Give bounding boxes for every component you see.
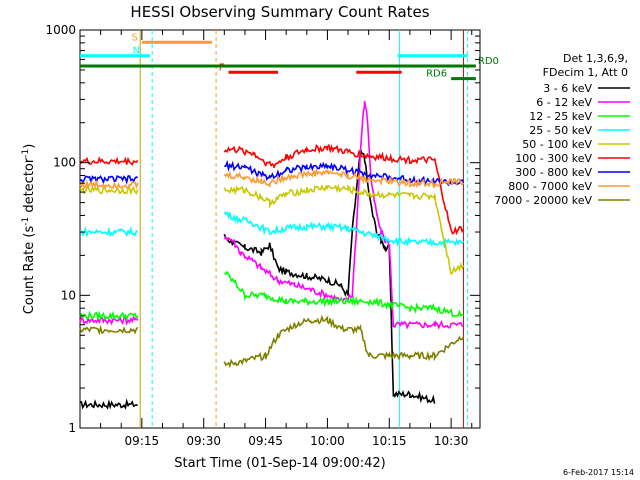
series-line-5	[79, 143, 465, 236]
legend-label-5: 100 - 300 keV	[515, 152, 592, 165]
legend-label-4: 50 - 100 keV	[522, 138, 592, 151]
y-axis: 1 10 100 1000	[45, 23, 480, 435]
legend-label-8: 7000 - 20000 keV	[494, 194, 592, 207]
x-axis-label: Start Time (01-Sep-14 09:00:42)	[174, 456, 385, 471]
x-tick-label-2: 09:45	[248, 434, 283, 448]
y-axis-label-mid: detector	[22, 157, 37, 217]
y-tick-label-2: 100	[53, 156, 76, 170]
state-bar-label-5: RD0	[478, 56, 499, 67]
x-axis: 09:15 09:30 09:45 10:00 10:15 10:30	[100, 30, 473, 448]
legend: Det 1,3,6,9, FDecim 1, Att 0 3 - 6 keV6 …	[494, 52, 630, 207]
state-bar-label-0: S	[131, 32, 137, 43]
legend-header-2: FDecim 1, Att 0	[543, 66, 628, 79]
legend-label-1: 6 - 12 keV	[536, 96, 592, 109]
legend-header-1: Det 1,3,6,9,	[563, 52, 628, 65]
series-line-7	[79, 167, 465, 190]
y-axis-label-end: )	[22, 144, 37, 149]
series-lines	[79, 100, 465, 410]
vertical-markers	[139, 30, 469, 428]
x-tick-label-5: 10:30	[434, 434, 469, 448]
y-axis-label-sup2: -1	[21, 149, 31, 158]
y-tick-label-0: 1	[68, 421, 76, 435]
y-tick-label-1: 10	[61, 288, 76, 302]
legend-label-0: 3 - 6 keV	[543, 82, 592, 95]
series-line-4	[79, 183, 465, 275]
y-tick-label-3: 1000	[45, 23, 76, 37]
series-line-2	[79, 270, 464, 322]
series-line-0	[79, 148, 436, 410]
y-axis-label-sup: -1	[21, 217, 31, 226]
state-bar-label-6: RD6	[426, 69, 447, 80]
x-tick-label-0: 09:15	[125, 434, 160, 448]
plot-area	[79, 29, 481, 429]
chart-title: HESSI Observing Summary Count Rates	[130, 3, 429, 21]
state-bar-label-1: N	[133, 46, 140, 57]
legend-label-7: 800 - 7000 keV	[508, 180, 592, 193]
series-line-1	[79, 100, 464, 330]
legend-label-6: 300 - 800 keV	[515, 166, 592, 179]
series-line-6	[79, 159, 465, 187]
footer-date: 6-Feb-2017 15:14	[563, 468, 634, 477]
y-axis-label: Count Rate (s-1 detector-1)	[21, 144, 37, 315]
state-bar-label-2: F	[219, 62, 225, 73]
x-tick-label-3: 10:00	[310, 434, 345, 448]
x-tick-label-1: 09:30	[186, 434, 221, 448]
legend-label-3: 25 - 50 keV	[529, 124, 592, 137]
y-axis-label-main: Count Rate (s	[22, 226, 37, 315]
series-line-8	[79, 314, 465, 369]
series-line-3	[79, 211, 465, 249]
legend-label-2: 12 - 25 keV	[529, 110, 592, 123]
state-bars: SN F RD0 RD6	[80, 32, 499, 81]
x-tick-label-4: 10:15	[372, 434, 407, 448]
